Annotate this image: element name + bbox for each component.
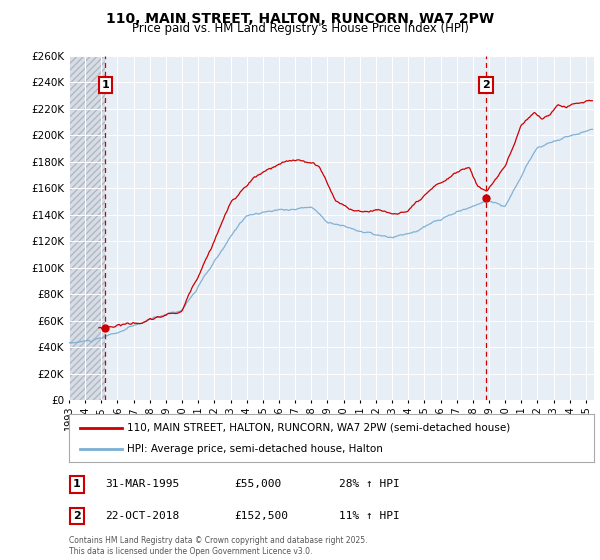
Text: 28% ↑ HPI: 28% ↑ HPI [339,479,400,489]
Text: Price paid vs. HM Land Registry's House Price Index (HPI): Price paid vs. HM Land Registry's House … [131,22,469,35]
Text: HPI: Average price, semi-detached house, Halton: HPI: Average price, semi-detached house,… [127,444,383,454]
Text: 2: 2 [73,511,80,521]
Text: £55,000: £55,000 [234,479,281,489]
Text: 2: 2 [482,80,490,90]
Text: 110, MAIN STREET, HALTON, RUNCORN, WA7 2PW (semi-detached house): 110, MAIN STREET, HALTON, RUNCORN, WA7 2… [127,423,510,433]
Text: 22-OCT-2018: 22-OCT-2018 [105,511,179,521]
Bar [69,56,105,400]
Text: 31-MAR-1995: 31-MAR-1995 [105,479,179,489]
Text: 11% ↑ HPI: 11% ↑ HPI [339,511,400,521]
Text: 1: 1 [101,80,109,90]
Text: Contains HM Land Registry data © Crown copyright and database right 2025.
This d: Contains HM Land Registry data © Crown c… [69,536,367,556]
Text: 1: 1 [73,479,80,489]
Text: £152,500: £152,500 [234,511,288,521]
Text: 110, MAIN STREET, HALTON, RUNCORN, WA7 2PW: 110, MAIN STREET, HALTON, RUNCORN, WA7 2… [106,12,494,26]
